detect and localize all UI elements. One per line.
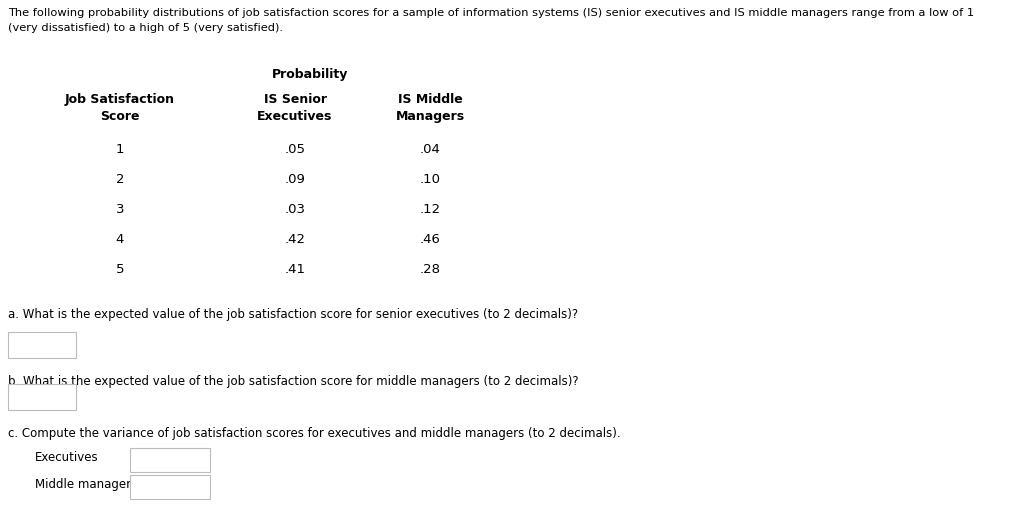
Text: .28: .28 xyxy=(420,263,440,276)
Text: The following probability distributions of job satisfaction scores for a sample : The following probability distributions … xyxy=(8,8,974,18)
Text: .09: .09 xyxy=(285,173,305,186)
Text: .03: .03 xyxy=(285,203,305,216)
Text: .04: .04 xyxy=(420,143,440,156)
FancyBboxPatch shape xyxy=(130,448,210,472)
Text: IS Senior: IS Senior xyxy=(263,93,327,106)
Text: Middle managers: Middle managers xyxy=(35,478,137,491)
Text: .41: .41 xyxy=(285,263,305,276)
Text: 1: 1 xyxy=(116,143,124,156)
Text: .10: .10 xyxy=(420,173,440,186)
Text: 5: 5 xyxy=(116,263,124,276)
Text: .46: .46 xyxy=(420,233,440,246)
Text: Job Satisfaction: Job Satisfaction xyxy=(65,93,175,106)
Text: .42: .42 xyxy=(285,233,305,246)
Text: Probability: Probability xyxy=(271,68,348,81)
Text: Managers: Managers xyxy=(395,110,465,123)
Text: Executives: Executives xyxy=(35,451,98,464)
Text: .12: .12 xyxy=(420,203,440,216)
FancyBboxPatch shape xyxy=(130,475,210,499)
FancyBboxPatch shape xyxy=(8,332,76,358)
Text: IS Middle: IS Middle xyxy=(397,93,463,106)
Text: a. What is the expected value of the job satisfaction score for senior executive: a. What is the expected value of the job… xyxy=(8,308,579,321)
Text: Executives: Executives xyxy=(257,110,333,123)
Text: .05: .05 xyxy=(285,143,305,156)
Text: 3: 3 xyxy=(116,203,124,216)
Text: b. What is the expected value of the job satisfaction score for middle managers : b. What is the expected value of the job… xyxy=(8,375,579,388)
Text: 4: 4 xyxy=(116,233,124,246)
Text: (very dissatisfied) to a high of 5 (very satisfied).: (very dissatisfied) to a high of 5 (very… xyxy=(8,23,283,33)
Text: Score: Score xyxy=(100,110,139,123)
FancyBboxPatch shape xyxy=(8,384,76,410)
Text: c. Compute the variance of job satisfaction scores for executives and middle man: c. Compute the variance of job satisfact… xyxy=(8,427,621,440)
Text: 2: 2 xyxy=(116,173,124,186)
